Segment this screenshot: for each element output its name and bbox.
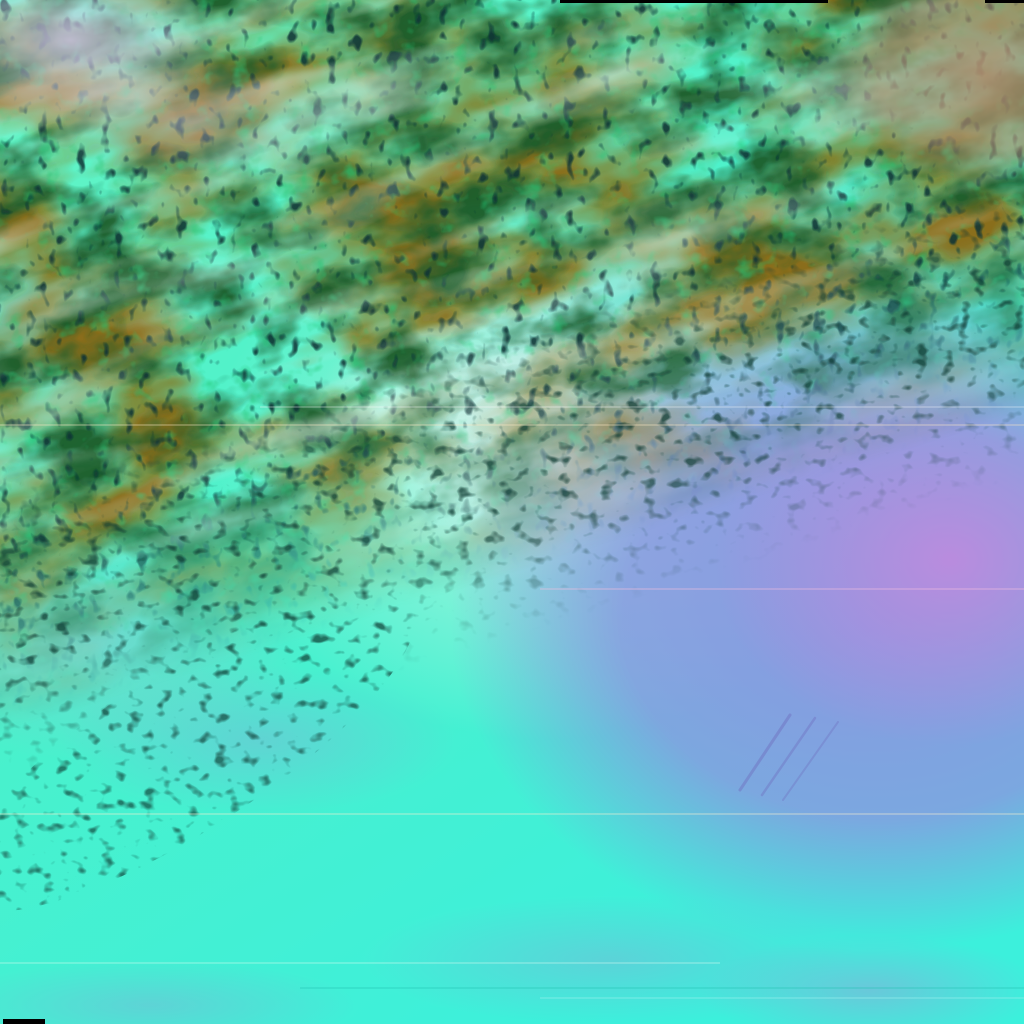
scanline [260, 406, 1024, 408]
data-gap-bar [985, 0, 1024, 3]
scanline [0, 424, 1024, 426]
scanline-artifacts [0, 406, 1024, 999]
scanline [540, 997, 1024, 999]
data-gap-bars [3, 0, 1024, 1024]
scanline [0, 813, 1024, 815]
scanline [540, 588, 1024, 590]
data-gap-bar [560, 0, 828, 3]
scanline [300, 987, 1024, 989]
scanline [0, 962, 720, 964]
data-gap-bar [3, 1019, 45, 1024]
